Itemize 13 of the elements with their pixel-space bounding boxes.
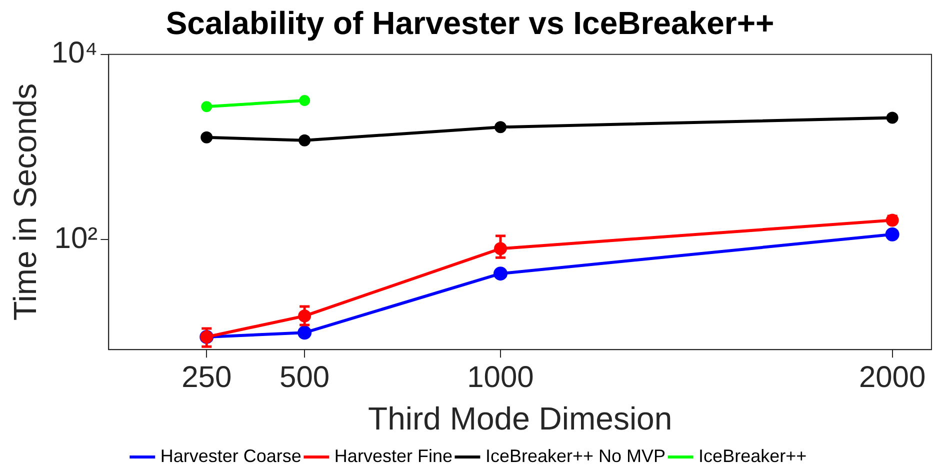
x-tick-label: 500 [280, 360, 330, 394]
y-tick-label: 10² [54, 222, 98, 255]
x-tick-label: 2000 [858, 360, 926, 394]
legend-label: IceBreaker++ [698, 446, 807, 466]
legend-label: IceBreaker++ No MVP [485, 446, 666, 466]
x-axis-title: Third Mode Dimesion [368, 400, 672, 437]
legend-label: Harvester Fine [334, 446, 452, 466]
y-tick-label: 10⁴ [51, 36, 98, 70]
y-axis-title: Time in Seconds [7, 83, 44, 321]
x-tick-label: 1000 [467, 360, 534, 394]
x-tick-label: 250 [182, 360, 232, 394]
legend-label: Harvester Coarse [160, 446, 302, 466]
chart-title: Scalability of Harvester vs IceBreaker++ [166, 5, 774, 42]
